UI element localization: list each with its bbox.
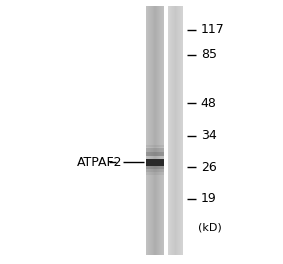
Bar: [180, 6, 181, 256]
Bar: [169, 6, 170, 256]
Bar: [162, 6, 163, 256]
Text: 48: 48: [201, 97, 216, 110]
Bar: [182, 6, 183, 256]
Bar: [160, 6, 161, 256]
Text: 26: 26: [201, 161, 216, 174]
Bar: [161, 6, 162, 256]
Bar: [175, 6, 176, 256]
Bar: [153, 6, 154, 256]
Bar: [179, 6, 180, 256]
Bar: [171, 6, 172, 256]
Bar: [146, 145, 164, 148]
Bar: [159, 6, 160, 256]
Bar: [146, 158, 164, 166]
Bar: [180, 6, 181, 256]
Bar: [146, 148, 164, 152]
Bar: [173, 6, 174, 256]
Bar: [176, 6, 177, 256]
Bar: [152, 6, 153, 256]
Bar: [146, 165, 164, 169]
Bar: [155, 6, 156, 256]
Bar: [171, 6, 172, 256]
Bar: [176, 6, 177, 256]
Text: 85: 85: [201, 48, 217, 61]
Bar: [160, 6, 161, 256]
Bar: [146, 6, 147, 256]
Bar: [146, 152, 164, 155]
Bar: [174, 6, 175, 256]
Bar: [172, 6, 173, 256]
Text: (kD): (kD): [198, 223, 222, 233]
Bar: [169, 6, 170, 256]
Bar: [159, 6, 160, 256]
Bar: [150, 6, 151, 256]
Bar: [156, 6, 157, 256]
Bar: [163, 6, 164, 256]
Bar: [158, 6, 159, 256]
Bar: [147, 6, 148, 256]
Bar: [153, 6, 154, 256]
Bar: [146, 169, 164, 172]
Bar: [179, 6, 180, 256]
Bar: [149, 6, 150, 256]
Bar: [178, 6, 179, 256]
Bar: [170, 6, 171, 256]
Bar: [152, 6, 153, 256]
Bar: [170, 6, 171, 256]
Bar: [149, 6, 150, 256]
Bar: [181, 6, 182, 256]
Bar: [148, 6, 149, 256]
Bar: [161, 6, 162, 256]
Bar: [146, 6, 147, 256]
Bar: [177, 6, 178, 256]
Bar: [173, 6, 174, 256]
Bar: [155, 6, 156, 256]
Bar: [151, 6, 152, 256]
Text: 34: 34: [201, 129, 216, 143]
Bar: [177, 6, 178, 256]
Bar: [157, 6, 158, 256]
Bar: [158, 6, 159, 256]
Text: 117: 117: [201, 23, 224, 36]
Bar: [150, 6, 151, 256]
Bar: [172, 6, 173, 256]
Bar: [181, 6, 182, 256]
Text: 19: 19: [201, 192, 216, 205]
Bar: [168, 6, 169, 256]
Bar: [174, 6, 175, 256]
Bar: [146, 172, 164, 176]
Bar: [154, 6, 155, 256]
Bar: [147, 6, 148, 256]
Text: ATPAF2: ATPAF2: [77, 156, 122, 169]
